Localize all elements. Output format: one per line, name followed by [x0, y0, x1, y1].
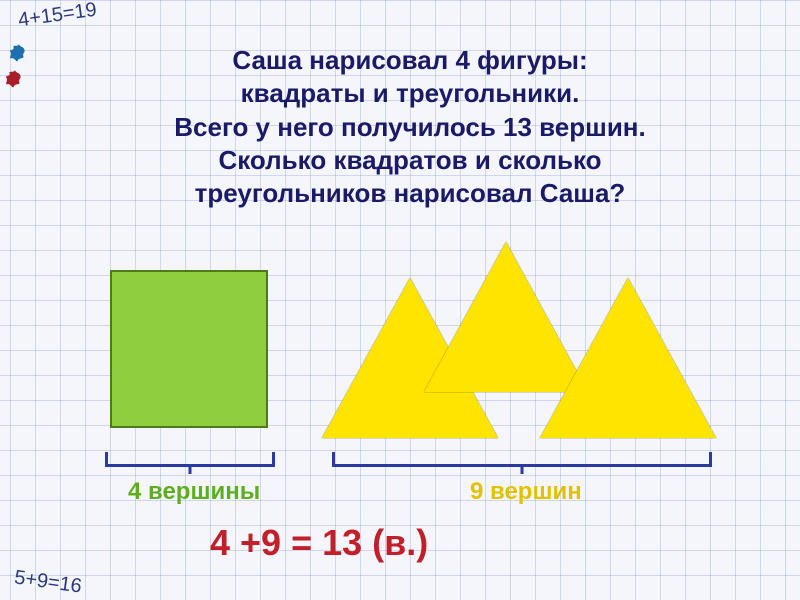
bracket-triangles	[332, 450, 712, 467]
square-shape	[110, 270, 268, 428]
problem-line-1: Саша нарисовал 4 фигуры:	[60, 44, 760, 77]
problem-text: Саша нарисовал 4 фигуры: квадраты и треу…	[60, 44, 760, 210]
worksheet-page: 4+15=19 5+9=16 Саша нарисовал 4 фигуры: …	[0, 0, 800, 600]
answer-expression: 4 +9 = 13 (в.)	[210, 522, 428, 564]
bracket-square	[105, 450, 275, 467]
problem-line-4: Сколько квадратов и сколько	[60, 144, 760, 177]
paint-splat-icon	[6, 42, 32, 68]
paint-splat-icon	[2, 68, 28, 94]
corner-math-bottom-left: 5+9=16	[13, 566, 83, 598]
shapes-row	[0, 248, 800, 438]
corner-math-top-left: 4+15=19	[17, 0, 98, 32]
problem-line-2: квадраты и треугольники.	[60, 77, 760, 110]
triangle-shape-3	[540, 278, 716, 438]
label-triangle-vertices: 9 вершин	[470, 478, 582, 506]
label-square-vertices: 4 вершины	[128, 478, 260, 506]
problem-line-3: Всего у него получилось 13 вершин.	[60, 111, 760, 144]
problem-line-5: треугольников нарисовал Саша?	[60, 177, 760, 210]
